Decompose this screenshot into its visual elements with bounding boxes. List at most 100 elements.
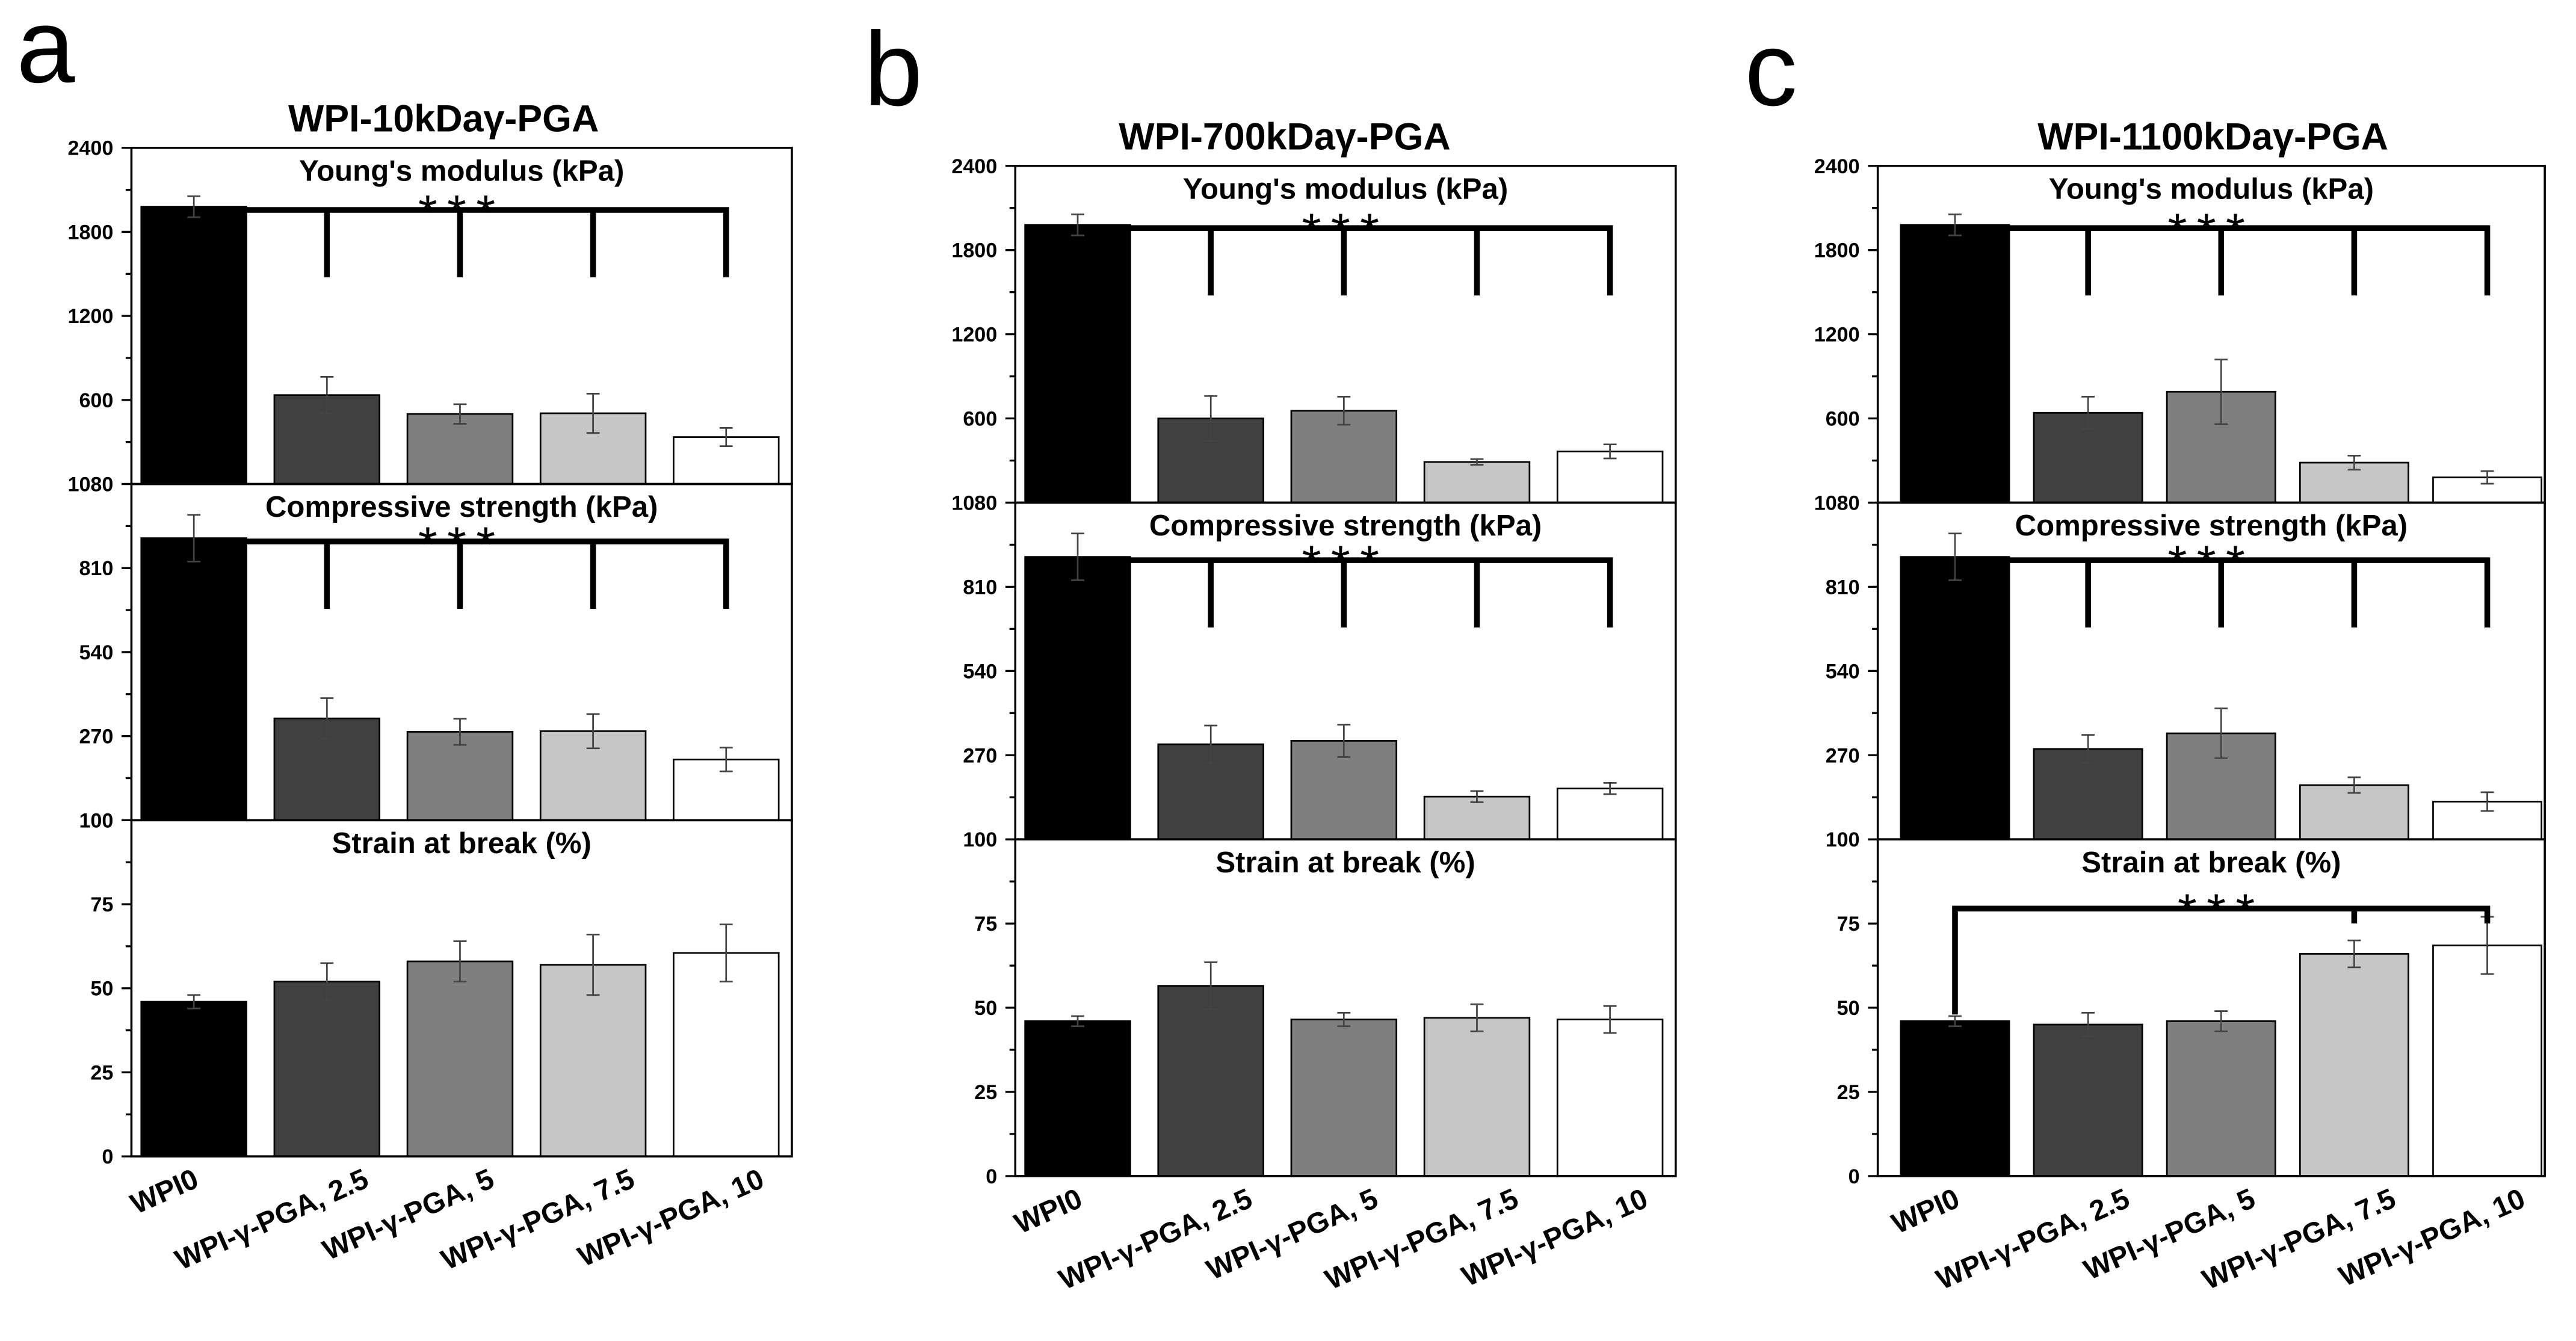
panel-letter: c [1745,11,1797,128]
significance-label: *** [1302,536,1389,591]
y-tick-label: 1080 [1814,492,1860,514]
y-tick-label: 270 [963,744,997,767]
y-tick-label: 1200 [951,324,997,347]
y-tick-label: 100 [79,809,113,832]
error-bar [187,994,201,1010]
bar [1900,556,2010,840]
error-bar [187,514,201,563]
error-bar [1204,724,1218,764]
error-bar [586,713,600,750]
subplot-title: Young's modulus (kPa) [2049,173,2374,205]
significance-bracket [1130,557,1613,628]
error-bar [2214,359,2228,425]
error-bar [453,718,467,746]
x-tick-label: WPI0 [1010,1183,1087,1241]
error-bar [1603,782,1617,795]
bar [2299,953,2409,1177]
subplot-compressive-strength: 270 540 810 1080 Compressive strength (kPa)*… [951,492,1677,840]
significance-bracket [2009,557,2491,628]
error-bar [2347,776,2361,794]
error-bar [1948,1015,1962,1028]
subplot-title: Compressive strength (kPa) [2015,510,2408,542]
y-tick-label: 0 [102,1145,113,1168]
y-tick-label: 0 [986,1165,997,1188]
error-bar [1603,443,1617,460]
y-tick-label: 810 [1826,576,1860,599]
y-tick-label: 75 [90,893,113,916]
y-tick-label: 100 [963,828,997,851]
subplot-title: Compressive strength (kPa) [265,491,658,523]
error-bar [586,933,600,996]
y-tick-label: 810 [963,576,997,599]
chart-title: WPI-700kDaγ-PGA [1119,116,1450,158]
y-tick-label: 2400 [951,155,997,178]
y-tick-label: 50 [1837,997,1860,1020]
x-tick-label: WPI0 [1887,1183,1964,1241]
bar [1423,461,1531,504]
y-tick-label: 1800 [951,239,997,262]
error-bar [1204,961,1218,1011]
error-bar [1071,1015,1084,1028]
subplot-title: Strain at break (%) [2081,846,2341,879]
panel-a: a WPI-10kDaγ-PGA 600 1200 1800 2400 Young's mo… [16,0,793,1277]
y-tick-label: 810 [79,557,113,580]
error-bar [1337,724,1351,758]
y-tick-label: 0 [1849,1165,1860,1188]
bar [2033,1023,2143,1177]
y-tick-label: 270 [79,726,113,748]
bar [1157,985,1264,1177]
bar [1900,1020,2010,1177]
y-tick-label: 270 [1826,744,1860,767]
bar [406,413,514,485]
error-bar [1470,1003,1484,1032]
y-tick-label: 25 [90,1061,113,1084]
error-bar [1603,1005,1617,1034]
error-bar [2214,1010,2228,1032]
error-bar [1470,458,1484,466]
error-bar [320,376,334,415]
panel-c: c WPI-1100kDaγ-PGA 600 1200 1800 2400 Young's … [1745,11,2546,1296]
y-tick-label: 2400 [67,137,113,160]
bar [1900,224,2010,504]
error-bar [1337,1012,1351,1028]
bar [1024,556,1131,840]
error-bar [2081,734,2095,764]
y-tick-label: 1800 [67,221,113,244]
error-bar [320,697,334,740]
subplot-youngs-modulus: 600 1200 1800 2400 Young's modulus (kPa)*** [67,137,793,486]
significance-bracket [1130,225,1613,296]
y-tick-label: 50 [974,997,997,1020]
y-tick-label: 1080 [67,473,113,496]
y-tick-label: 25 [1837,1081,1860,1104]
y-tick-label: 50 [90,978,113,1000]
y-tick-label: 600 [1826,408,1860,431]
error-bar [320,962,334,1001]
error-bar [719,427,733,448]
y-tick-label: 75 [1837,913,1860,936]
subplot-youngs-modulus: 600 1200 1800 2400 Young's modulus (kPa)*** [1814,155,2546,504]
bar [406,960,514,1158]
subplot-title: Young's modulus (kPa) [299,155,624,187]
significance-label: *** [1302,204,1389,259]
subplot-compressive-strength: 270 540 810 1080 Compressive strength (kPa)*… [67,473,793,822]
subplot-title: Strain at break (%) [332,827,591,860]
y-tick-label: 540 [79,641,113,664]
y-tick-label: 540 [1826,660,1860,683]
bar [673,436,780,485]
significance-label: *** [2178,884,2265,939]
error-bar [1948,532,1962,581]
significance-label: *** [418,186,505,241]
error-bar [1470,790,1484,803]
error-bar [2480,470,2494,485]
subplot-title: Compressive strength (kPa) [1149,510,1542,542]
significance-label: *** [2168,204,2255,259]
significance-label: *** [418,517,505,572]
bar [539,964,647,1158]
y-tick-label: 600 [79,389,113,412]
y-tick-label: 2400 [1814,155,1860,178]
significance-bracket [246,207,729,277]
